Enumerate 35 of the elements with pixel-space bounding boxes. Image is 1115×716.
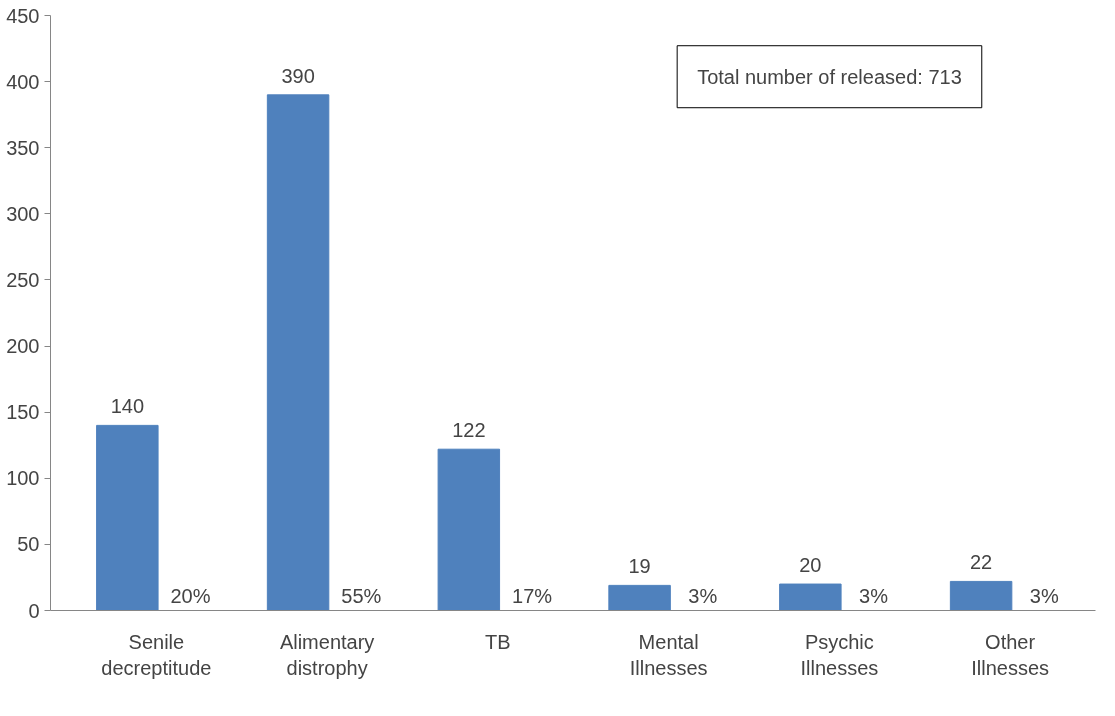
data-label: 22 [969,551,993,574]
bar [266,94,330,611]
annotation: 20% [170,584,211,607]
data-label: 20 [799,554,822,577]
y-tick-label: 450 [6,4,40,27]
annotation: 3% [859,584,889,607]
x-tick-label: Psychic Illnesses [800,630,879,679]
y-tick-label: 200 [6,335,40,358]
y-tick-label: 0 [28,599,40,622]
data-label: 390 [281,64,315,87]
y-tick-label: 50 [17,533,40,556]
y-tick-label: 300 [6,202,40,225]
data-label: 122 [452,419,486,442]
bar [949,580,1013,611]
x-tick-label: Senile decreptitude [101,630,212,679]
x-tick-label: Alimentary distrophy [279,630,375,679]
x-tick-label: Mental Illnesses [629,630,708,679]
bar [96,424,159,611]
annotation: Total number of released: 713 [697,65,962,88]
annotation: 55% [341,584,382,607]
bar [608,584,671,611]
y-tick-label: 350 [6,136,40,159]
data-label: 140 [110,395,145,418]
y-tick-label: 100 [6,467,40,490]
x-tick-label: TB [485,630,511,653]
bar [437,448,501,611]
y-tick-label: 250 [6,268,40,291]
data-label: 19 [628,555,651,578]
x-tick-label: Other Illnesses [971,630,1050,679]
y-tick-label: 400 [6,70,40,93]
annotation: 17% [512,584,553,607]
y-tick-label: 150 [6,401,40,424]
annotation: 3% [1029,584,1059,607]
annotation: 3% [688,584,718,607]
bar [779,583,842,611]
